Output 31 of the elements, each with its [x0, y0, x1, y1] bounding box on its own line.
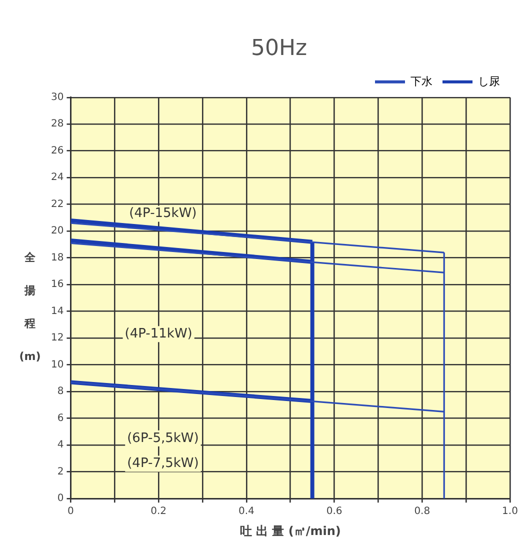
text: 全揚程(m): [19, 250, 41, 363]
y-tick-label: 18: [50, 252, 64, 264]
y-tick-label: 16: [50, 279, 64, 290]
annotation: (6P-5,5kW): [127, 430, 199, 446]
annotation: (4P-15kW): [129, 206, 197, 222]
y-tick-label: 8: [57, 386, 64, 398]
legend-label: 下水: [410, 74, 432, 88]
annotation: (4P-7,5kW): [127, 456, 199, 472]
y-tick-label: 26: [50, 145, 64, 156]
y-tick-label: 12: [50, 332, 64, 344]
y-tick-label: 24: [50, 172, 64, 184]
y-tick-label: 22: [50, 198, 64, 210]
annotation: (4P-11kW): [124, 326, 192, 342]
y-tick-label: 0: [57, 493, 64, 504]
x-tick-label: 0.8: [414, 506, 430, 518]
y-tick-label: 6: [57, 412, 64, 424]
y-tick-label: 10: [50, 359, 64, 370]
x-tick-label: 0.2: [150, 506, 167, 518]
x-axis-title: 吐 出 量 (㎥/min): [240, 524, 341, 538]
x-tick-label: 1.0: [502, 506, 518, 518]
y-tick-label: 2: [57, 466, 64, 478]
x-tick-label: 0.4: [238, 506, 254, 518]
x-tick-label: 0.6: [326, 506, 342, 518]
y-tick-label: 28: [50, 118, 64, 130]
y-tick-label: 30: [50, 92, 64, 103]
chart-title: 50Hz: [250, 36, 308, 61]
x-tick-label: 0: [68, 506, 74, 518]
y-tick-label: 4: [57, 440, 64, 451]
legend-label: し尿: [478, 74, 500, 88]
y-tick-label: 20: [50, 226, 64, 237]
y-tick-label: 14: [50, 306, 64, 317]
